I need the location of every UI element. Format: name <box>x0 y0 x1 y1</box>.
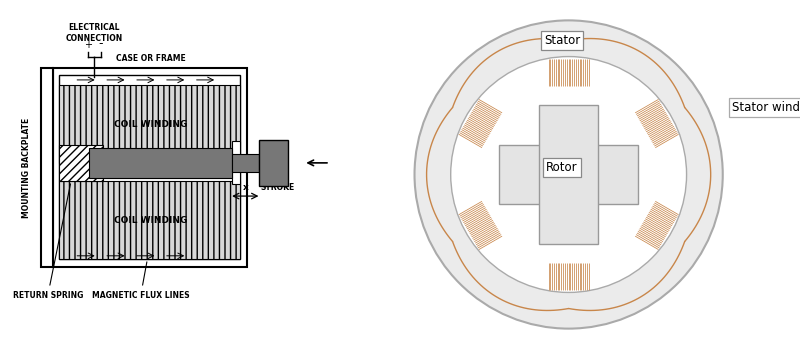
Circle shape <box>450 57 686 292</box>
Text: CASE OR FRAME: CASE OR FRAME <box>116 54 186 63</box>
Text: PLUNGER: PLUNGER <box>140 158 188 168</box>
Bar <box>557 83 581 110</box>
Bar <box>59 251 240 259</box>
Bar <box>458 201 502 250</box>
Text: COIL WINDING: COIL WINDING <box>114 120 187 129</box>
Bar <box>232 75 240 259</box>
Bar <box>618 119 654 153</box>
Bar <box>635 99 678 148</box>
Bar <box>232 141 240 185</box>
Bar <box>90 148 232 178</box>
Bar <box>59 181 240 259</box>
Bar <box>232 154 258 172</box>
Circle shape <box>414 20 722 329</box>
Bar <box>618 196 654 230</box>
Text: COIL WINDING: COIL WINDING <box>114 216 187 225</box>
Text: ELECTRICAL
CONNECTION: ELECTRICAL CONNECTION <box>66 23 123 43</box>
Text: RETURN SPRING: RETURN SPRING <box>13 184 83 300</box>
Bar <box>458 99 502 148</box>
Bar <box>549 263 589 290</box>
Text: STROKE: STROKE <box>260 183 294 192</box>
Text: MOUNTING BACKPLATE: MOUNTING BACKPLATE <box>22 118 30 218</box>
Bar <box>59 75 240 83</box>
Bar <box>41 68 53 267</box>
Text: -: - <box>98 37 103 50</box>
Text: Rotor: Rotor <box>546 161 578 174</box>
Bar <box>59 144 102 181</box>
Text: Stator: Stator <box>544 34 580 47</box>
Bar <box>258 140 289 186</box>
Bar <box>53 68 247 267</box>
Bar <box>484 119 519 153</box>
Bar <box>549 59 589 86</box>
Bar <box>59 85 240 163</box>
Bar <box>59 75 240 259</box>
Text: Stator winding: Stator winding <box>732 101 800 114</box>
Text: MAGNETIC FLUX LINES: MAGNETIC FLUX LINES <box>92 262 190 300</box>
Bar <box>539 105 598 244</box>
Text: +: + <box>84 40 92 50</box>
Bar <box>499 145 638 204</box>
Bar <box>59 75 68 259</box>
Text: x: x <box>242 183 248 192</box>
Bar <box>484 196 519 230</box>
Bar <box>635 201 678 250</box>
Bar <box>557 239 581 266</box>
